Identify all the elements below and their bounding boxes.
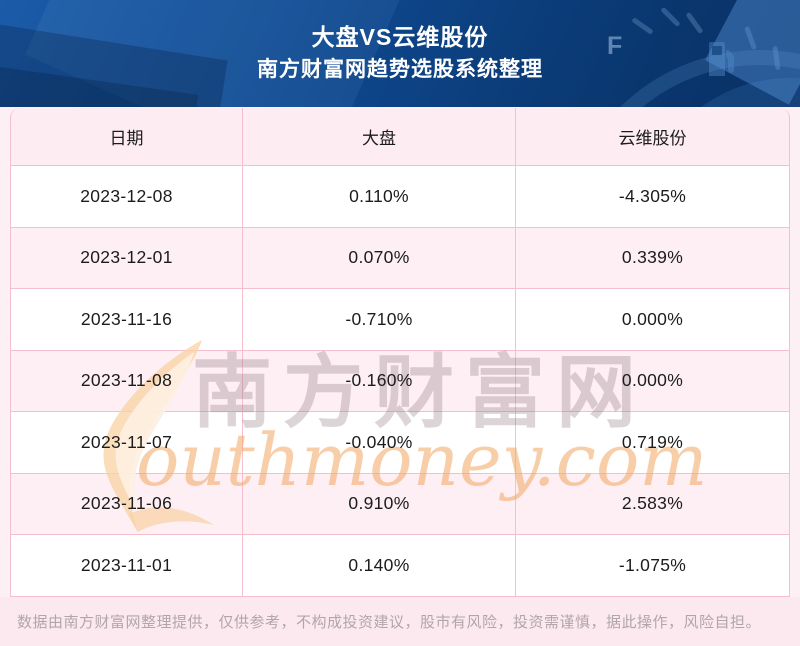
table-row: 2023-11-07 -0.040% 0.719%: [11, 412, 789, 474]
date-cell: 2023-11-07: [80, 431, 173, 452]
stock-cell: -4.305%: [515, 166, 789, 227]
table-row: 2023-11-01 0.140% -1.075%: [11, 535, 789, 597]
column-header-stock: 云维股份: [515, 108, 789, 165]
date-cell: 2023-12-08: [80, 185, 173, 206]
table-body: 2023-12-08 0.110% -4.305% 2023-12-01 0.070% 0…: [11, 166, 789, 597]
disclaimer-text: 数据由南方财富网整理提供，仅供参考，不构成投资建议，股市有风险，投资需谨慎，据此…: [17, 614, 762, 631]
table-header-row: 日期 大盘 云维股份: [11, 108, 789, 166]
gauge-full-label: F: [607, 32, 623, 60]
gauge-tick-icon: [660, 6, 681, 28]
date-cell: 2023-11-06: [80, 493, 173, 514]
table-row: 2023-12-08 0.110% -4.305%: [11, 166, 789, 228]
stock-cell: -1.075%: [515, 535, 789, 596]
column-header-date: 日期: [109, 129, 144, 148]
table-row: 2023-11-16 -0.710% 0.000%: [11, 289, 789, 351]
date-cell: 2023-12-01: [80, 247, 173, 268]
stock-cell: 0.000%: [515, 350, 789, 411]
date-cell: 2023-11-08: [80, 370, 173, 391]
market-cell: -0.710%: [242, 289, 515, 350]
footer-disclaimer-bar: 数据由南方财富网整理提供，仅供参考，不构成投资建议，股市有风险，投资需谨慎，据此…: [0, 597, 800, 646]
market-cell: 0.910%: [242, 473, 515, 534]
column-header-market: 大盘: [242, 108, 515, 165]
stock-cell: 0.719%: [515, 412, 789, 473]
table-row: 2023-11-08 -0.160% 0.000%: [11, 350, 789, 412]
stock-cell: 0.339%: [515, 227, 789, 288]
stock-cell: 2.583%: [515, 473, 789, 534]
market-cell: 0.070%: [242, 227, 515, 288]
header-banner: F 大盘VS云维股份 南方财富网趋势选股系统整理: [0, 0, 800, 107]
page-title: 大盘VS云维股份: [311, 24, 489, 50]
stock-cell: 0.000%: [515, 289, 789, 350]
market-cell: 0.110%: [242, 166, 515, 227]
date-cell: 2023-11-16: [80, 308, 173, 329]
market-cell: -0.160%: [242, 350, 515, 411]
market-cell: -0.040%: [242, 412, 515, 473]
fuel-pump-icon: [709, 42, 734, 76]
page-subtitle: 南方财富网趋势选股系统整理: [257, 58, 543, 81]
comparison-table: 日期 大盘 云维股份 2023-12-08 0.110% -4.305% 2023-1…: [10, 108, 790, 597]
table-row: 2023-11-06 0.910% 2.583%: [11, 473, 789, 535]
market-cell: 0.140%: [242, 535, 515, 596]
table-row: 2023-12-01 0.070% 0.339%: [11, 227, 789, 289]
date-cell: 2023-11-01: [80, 554, 173, 575]
